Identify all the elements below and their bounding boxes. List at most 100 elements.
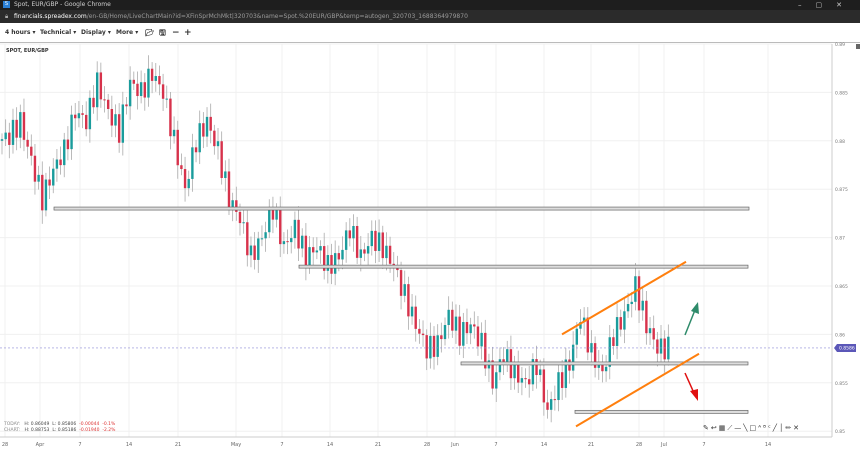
x-tick-label: Jun [450,442,459,448]
candle [399,270,403,296]
candle [224,171,227,178]
candle [429,335,432,359]
window-controls[interactable]: –▢✕ [798,1,856,9]
candle [95,72,99,108]
scrollbar-handle[interactable] [856,44,860,49]
candle [22,112,26,140]
address-bar[interactable]: 🔒︎ financials.spreadex.com/en-GB/Home/Li… [0,10,860,23]
current-price-tag [834,343,856,352]
candle [571,344,575,371]
candle [158,76,161,85]
grid-tool-icon[interactable]: ▦ [718,424,728,432]
candle [385,245,388,259]
candle [333,253,337,274]
interval-label: 4 hours [5,29,31,36]
candle [187,178,190,189]
candle [92,97,95,108]
candle [549,399,553,410]
candle [637,276,641,311]
app-icon: S [3,1,10,8]
text-tool-icon[interactable]: ᴬᴮᶜ [758,424,773,432]
stats-panel: TODAY: H: 0.86049 L: 0.85806 -0.00044 -0… [4,422,115,434]
candle [366,246,370,254]
rectangle-tool-icon[interactable]: □ [749,424,759,432]
candle [590,343,593,353]
candle [337,253,341,260]
candle [575,328,579,345]
candle [626,304,630,312]
more-label: More [116,29,134,36]
candle [4,132,7,140]
candle [55,159,59,169]
x-tick-label: 21 [175,442,181,448]
candle [74,114,77,119]
fan-tool-icon[interactable]: ⟋ [727,424,735,432]
candle [81,113,84,115]
window-title-bar: S Spot, EUR/GBP - Google Chrome –▢✕ [0,0,860,10]
candle [440,335,443,340]
candle [560,372,564,388]
candle [26,139,29,147]
interval-dropdown[interactable]: 4 hours ▾ [5,29,36,36]
candle [315,250,319,253]
candle [619,317,622,330]
technical-label: Technical [40,29,72,36]
candle [553,399,557,401]
edit-icon[interactable]: ✏ [785,424,794,432]
more-dropdown[interactable]: More ▾ [116,29,139,36]
candle [205,116,209,137]
hline-tool-icon[interactable]: — [734,424,744,432]
chart-high: H: 0.88753 [24,428,50,433]
candle [238,211,242,224]
candle [513,363,516,379]
candle [301,235,304,249]
x-tick-label: 28 [2,442,8,448]
candle [425,335,428,359]
y-tick-label: 0.89 [835,42,845,48]
close-icon[interactable]: ✕ [793,424,801,432]
open-folder-icon[interactable]: 📂︎ [145,29,154,37]
candle [242,222,245,224]
zoom-out-icon[interactable]: − [172,28,180,38]
display-dropdown[interactable]: Display ▾ [81,29,111,36]
chart-stats: CHART: H: 0.88753 L: 0.85186 -0.01940 -2… [4,428,115,434]
candle [403,284,406,296]
candle [601,363,604,372]
today-low: L: 0.85806 [52,422,77,427]
support-level [460,361,749,366]
save-icon[interactable]: 🖫 [159,28,166,37]
y-tick-label: 0.885 [835,90,848,96]
trendline-tool-icon[interactable]: ╲ [743,424,750,432]
candle [396,268,399,271]
curve-tool-icon[interactable]: ↩ [710,424,719,432]
technical-dropdown[interactable]: Technical ▾ [40,29,77,36]
chart-toolbar: 4 hours ▾ Technical ▾ Display ▾ More ▾ 📂… [0,23,860,43]
candle [44,179,48,211]
candle [630,301,633,305]
candle [66,139,70,150]
zoom-in-icon[interactable]: + [184,28,192,38]
candle [359,249,362,258]
candle [615,317,619,346]
candle [246,222,249,256]
pencil-tool-icon[interactable]: ✎ [703,424,711,432]
line-tool-icon[interactable]: ╱ [772,424,779,432]
candle [282,241,286,245]
candle [147,68,150,98]
candle [136,83,139,97]
candle [183,169,187,189]
candle [304,235,308,268]
candle [502,359,505,363]
today-pct: -0.1% [102,422,116,427]
candle [341,249,344,260]
x-tick-label: 14 [541,442,547,448]
candle [517,363,520,383]
candle [344,230,348,250]
bearish-arrow-icon [684,372,695,394]
candle [454,316,458,331]
x-tick-label: Apr [36,442,46,448]
candle [11,119,15,145]
x-tick-label: 14 [765,442,771,448]
candle [297,219,300,249]
